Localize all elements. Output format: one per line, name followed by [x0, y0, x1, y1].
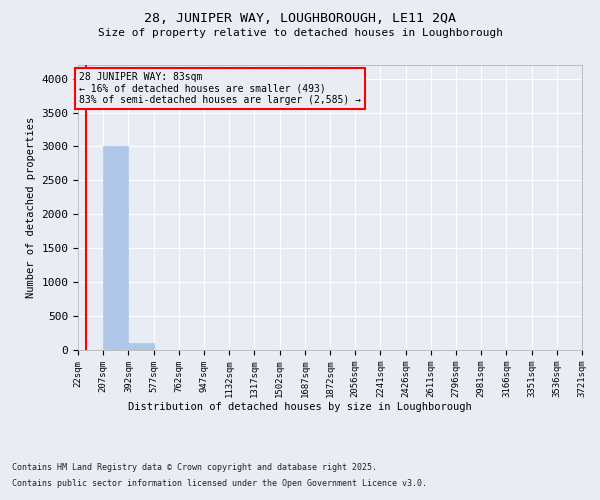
Y-axis label: Number of detached properties: Number of detached properties: [26, 117, 36, 298]
Text: Contains public sector information licensed under the Open Government Licence v3: Contains public sector information licen…: [12, 478, 427, 488]
Text: Contains HM Land Registry data © Crown copyright and database right 2025.: Contains HM Land Registry data © Crown c…: [12, 464, 377, 472]
Text: 28, JUNIPER WAY, LOUGHBOROUGH, LE11 2QA: 28, JUNIPER WAY, LOUGHBOROUGH, LE11 2QA: [144, 12, 456, 26]
Text: Distribution of detached houses by size in Loughborough: Distribution of detached houses by size …: [128, 402, 472, 412]
Text: Size of property relative to detached houses in Loughborough: Size of property relative to detached ho…: [97, 28, 503, 38]
Bar: [128, 342, 154, 350]
Text: 28 JUNIPER WAY: 83sqm
← 16% of detached houses are smaller (493)
83% of semi-det: 28 JUNIPER WAY: 83sqm ← 16% of detached …: [79, 72, 361, 106]
Bar: [103, 146, 128, 350]
